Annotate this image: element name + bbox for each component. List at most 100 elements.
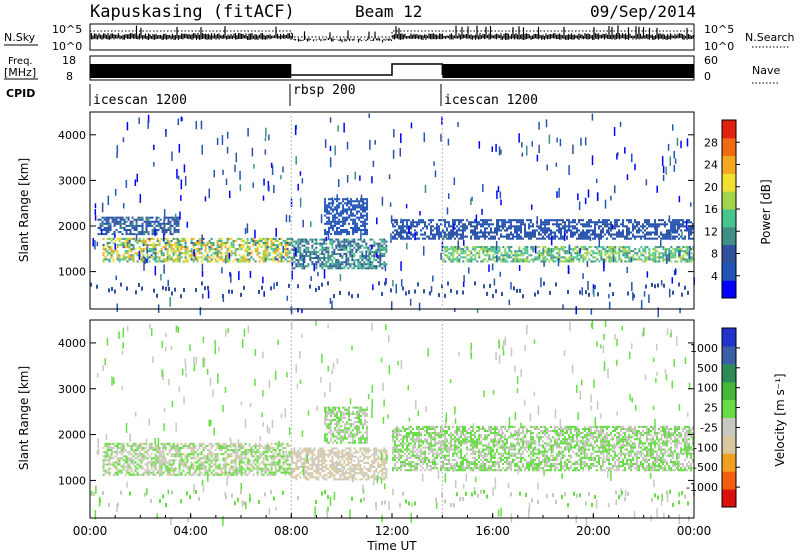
echo-cell	[138, 453, 141, 456]
echo-cell	[168, 473, 171, 476]
echo-cell	[604, 221, 606, 224]
echo-cell	[194, 457, 197, 460]
noise-cell	[238, 271, 240, 281]
noise-cell	[96, 241, 99, 247]
noise-cell	[271, 165, 274, 175]
echo-cell	[562, 227, 564, 230]
echo-cell	[303, 248, 306, 251]
echo-cell	[254, 248, 257, 251]
echo-cell	[454, 250, 457, 253]
echo-cell	[510, 231, 512, 234]
echo-cell	[246, 246, 249, 249]
echo-cell	[200, 244, 203, 247]
echo-cell	[321, 248, 324, 251]
echo-cell	[496, 250, 499, 253]
echo-cell	[268, 449, 271, 452]
echo-cell	[172, 442, 175, 445]
echo-cell	[536, 252, 539, 255]
echo-cell	[236, 453, 239, 456]
echo-cell	[331, 250, 334, 253]
echo-cell	[109, 222, 112, 225]
echo-cell	[184, 461, 187, 464]
echo-cell	[560, 246, 563, 249]
echo-cell	[470, 258, 473, 261]
echo-cell	[572, 256, 575, 259]
echo-cell	[684, 221, 686, 224]
echo-cell	[624, 248, 627, 251]
echo-cell	[482, 252, 485, 255]
echo-cell	[324, 208, 327, 211]
echo-cell	[110, 453, 113, 456]
echo-cell	[448, 233, 450, 236]
echo-cell	[630, 256, 633, 259]
echo-cell	[512, 237, 514, 240]
echo-cell	[222, 446, 225, 450]
echo-cell	[508, 250, 511, 253]
echo-cell	[464, 227, 466, 230]
echo-cell	[458, 227, 460, 230]
echo-cell	[202, 457, 205, 460]
echo-cell	[626, 256, 629, 259]
near-range-cell	[405, 291, 407, 296]
echo-cell	[492, 237, 494, 240]
echo-cell	[622, 233, 624, 236]
echo-cell	[317, 257, 320, 260]
echo-cell	[418, 221, 420, 224]
echo-cell	[542, 248, 545, 251]
echo-cell	[460, 248, 463, 251]
freq-unit: [MHz]	[4, 66, 36, 79]
echo-cell	[528, 254, 531, 257]
echo-cell	[112, 241, 115, 245]
echo-cell	[173, 226, 176, 229]
echo-cell	[383, 248, 386, 251]
echo-cell	[128, 248, 131, 251]
echo-cell	[572, 225, 574, 228]
noise-cell	[584, 137, 587, 146]
echo-cell	[162, 459, 165, 462]
echo-cell	[377, 257, 380, 260]
echo-cell	[134, 457, 137, 460]
echo-cell	[166, 453, 169, 456]
echo-cell	[402, 219, 404, 222]
echo-cell	[686, 252, 689, 255]
echo-cell	[238, 459, 241, 462]
echo-cell	[140, 258, 143, 261]
echo-cell	[608, 246, 611, 249]
echo-cell	[132, 451, 135, 454]
echo-cell	[264, 463, 267, 466]
echo-cell	[107, 218, 110, 221]
echo-cell	[120, 244, 123, 247]
echo-cell	[234, 453, 237, 456]
echo-cell	[362, 198, 365, 201]
echo-cell	[301, 263, 304, 266]
echo-cell	[542, 250, 545, 253]
noise-cell	[400, 218, 402, 223]
echo-cell	[600, 237, 602, 240]
echo-cell	[502, 219, 504, 222]
echo-cell	[488, 256, 491, 259]
echo-cell	[526, 260, 529, 263]
echo-cell	[244, 248, 247, 251]
echo-cell	[486, 246, 489, 249]
echo-cell	[171, 224, 174, 227]
echo-cell	[532, 246, 535, 249]
echo-cell	[688, 246, 691, 249]
echo-cell	[210, 246, 213, 249]
echo-cell	[198, 469, 201, 472]
echo-cell	[656, 256, 659, 259]
echo-cell	[124, 246, 127, 249]
echo-cell	[252, 461, 255, 464]
echo-cell	[496, 223, 498, 226]
echo-cell	[127, 216, 130, 219]
echo-cell	[353, 246, 356, 249]
echo-cell	[337, 248, 340, 251]
echo-cell	[438, 235, 440, 238]
echo-cell	[450, 225, 452, 228]
echo-cell	[256, 239, 259, 242]
echo-cell	[169, 233, 172, 236]
echo-cell	[190, 252, 193, 255]
echo-cell	[268, 237, 271, 240]
echo-cell	[514, 229, 516, 232]
echo-cell	[532, 225, 534, 228]
echo-cell	[128, 473, 131, 476]
